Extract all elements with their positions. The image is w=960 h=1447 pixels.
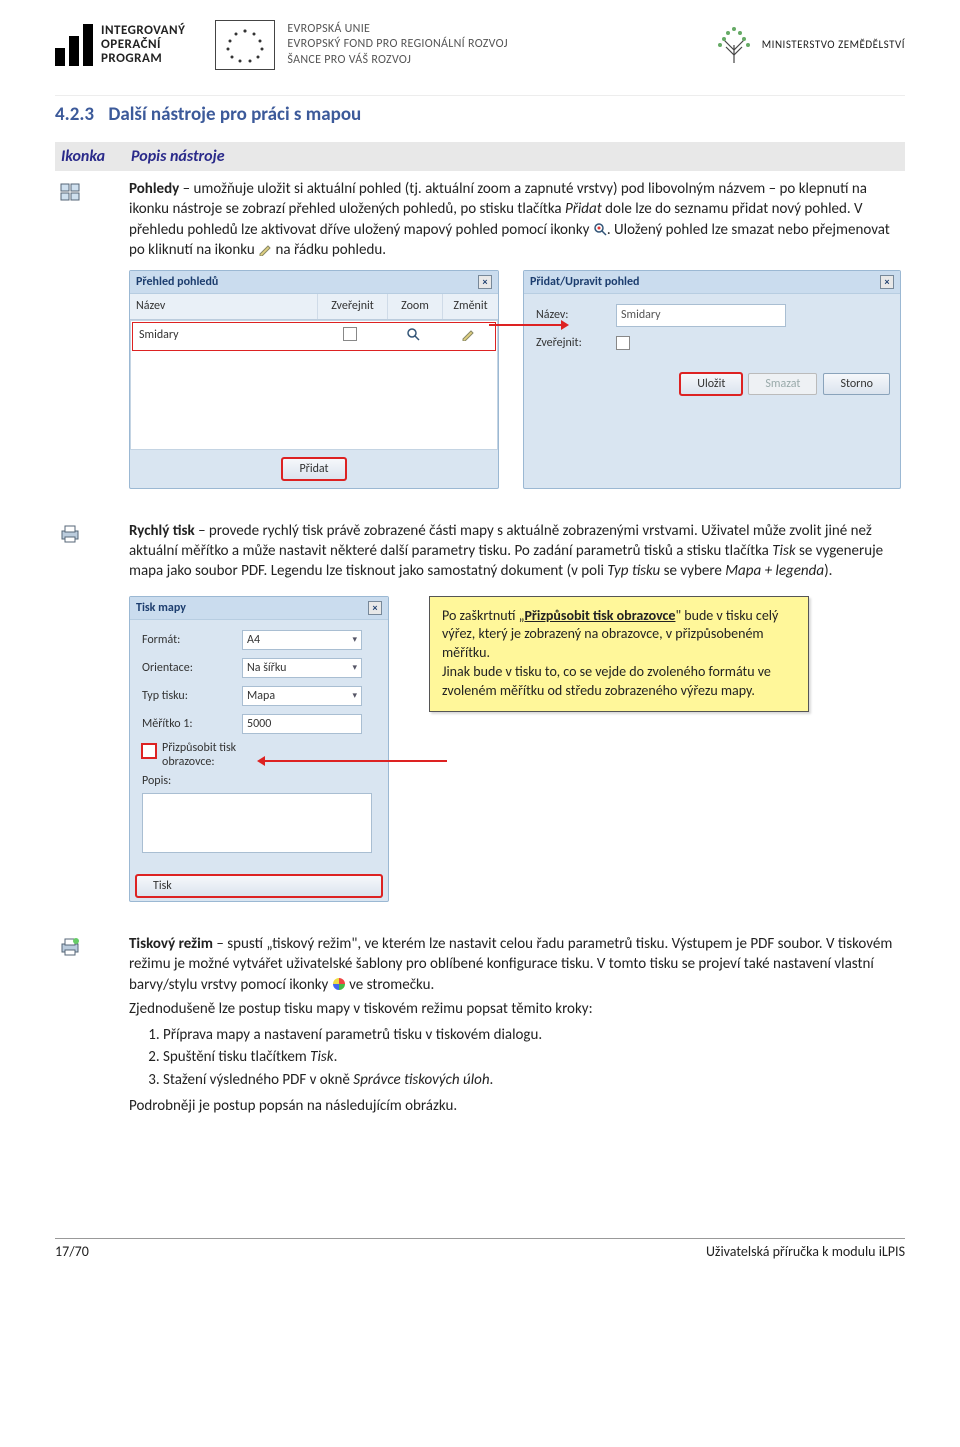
pencil-icon [258, 242, 272, 256]
pohled-row[interactable]: Smidary [132, 322, 496, 351]
ulozit-button[interactable]: Uložit [680, 373, 742, 395]
lbl-orient: Orientace: [142, 660, 242, 676]
smazat-button[interactable]: Smazat [748, 373, 817, 395]
lbl-popis: Popis: [142, 773, 376, 789]
p1-title: Přehled pohledů [136, 274, 218, 290]
format-select[interactable]: A4▾ [242, 630, 362, 650]
magnifier-icon [593, 222, 607, 236]
step-3: Stažení výsledného PDF v okně Správce ti… [163, 1070, 901, 1090]
close-icon[interactable]: × [478, 275, 492, 289]
chevron-down-icon: ▾ [352, 690, 357, 702]
quick-print-icon [59, 523, 81, 545]
page-footer: 17/70 Uživatelská příručka k modulu iLPI… [55, 1238, 905, 1262]
lbl-scale: Měřítko 1: [142, 716, 242, 732]
tool1-text: Pohledy – umožňuje uložit si aktuální po… [129, 179, 901, 260]
section-title: Další nástroje pro práci s mapou [108, 103, 361, 126]
panel-pridat-upravit: Přidat/Upravit pohled × Název: Smidary Z… [523, 270, 901, 489]
tools-table: Ikonka Popis nástroje Pohledy – umožňuje… [55, 142, 905, 1119]
fit-checkbox[interactable] [142, 744, 156, 758]
panel-tisk-mapy: Tisk mapy × Formát: A4▾ Orientace: Na ší… [129, 596, 389, 903]
panel-prehled-pohledu: Přehled pohledů × Název Zveřejnit Zoom Z… [129, 270, 499, 489]
zoom-icon[interactable] [406, 327, 420, 341]
callout-box: Po zaškrtnutí „Přizpůsobit tisk obrazovc… [429, 596, 809, 712]
eu-line1: EVROPSKÁ UNIE [287, 22, 507, 38]
tool-row-pohledy: Pohledy – umožňuje uložit si aktuální po… [55, 171, 905, 491]
tool2-text: Rychlý tisk – provede rychlý tisk právě … [129, 521, 901, 582]
p3-title: Tisk mapy [136, 600, 186, 616]
print-dialog-row: Tisk mapy × Formát: A4▾ Orientace: Na ší… [129, 596, 901, 903]
tool2-title: Rychlý tisk [129, 522, 195, 540]
eu-line2: EVROPSKÝ FOND PRO REGIONÁLNÍ ROZVOJ [287, 37, 507, 53]
checkbox-icon[interactable] [343, 327, 357, 341]
step-2: Spuštění tisku tlačítkem Tisk. [163, 1047, 901, 1067]
chevron-down-icon: ▾ [352, 662, 357, 674]
col-desc-header: Popis nástroje [131, 146, 899, 168]
tool-row-rychly-tisk: Rychlý tisk – provede rychlý tisk právě … [55, 513, 905, 904]
section-heading: 4.2.3 Další nástroje pro práci s mapou [55, 102, 905, 128]
footer-title: Uživatelská příručka k modulu iLPIS [706, 1243, 905, 1262]
p2-title: Přidat/Upravit pohled [530, 274, 639, 290]
tool3-text: Tiskový režim – spustí „tiskový režim", … [129, 934, 901, 995]
views-icon [59, 181, 81, 203]
lbl-fit: Přizpůsobit tisk obrazovce: [162, 742, 252, 768]
orient-select[interactable]: Na šířku▾ [242, 658, 362, 678]
tisk-button[interactable]: Tisk [136, 875, 382, 897]
minist-label: MINISTERSTVO ZEMĚDĚLSTVÍ [762, 38, 905, 53]
tool-row-tiskovy-rezim: Tiskový režim – spustí „tiskový režim", … [55, 926, 905, 1118]
header-logos: INTEGROVANÝ OPERAČNÍ PROGRAM EVROPSKÁ UN… [55, 20, 905, 70]
steps-intro: Zjednodušeně lze postup tisku mapy v tis… [129, 999, 901, 1019]
scale-input[interactable]: 5000 [242, 714, 362, 734]
eu-flag-icon [215, 20, 275, 70]
iop-bars-icon [55, 24, 93, 66]
typ-select[interactable]: Mapa▾ [242, 686, 362, 706]
steps-list: Příprava mapy a nastavení parametrů tisk… [163, 1025, 901, 1090]
print-mode-icon [59, 936, 81, 958]
step-1: Příprava mapy a nastavení parametrů tisk… [163, 1025, 901, 1045]
storno-button[interactable]: Storno [823, 373, 890, 395]
popis-textarea[interactable] [142, 793, 372, 853]
section-number: 4.2.3 [55, 103, 94, 126]
lbl-format: Formát: [142, 632, 242, 648]
ministerstvo-logo: MINISTERSTVO ZEMĚDĚLSTVÍ [714, 25, 905, 65]
iop-line1: INTEGROVANÝ [101, 24, 185, 38]
lbl-zverejnit: Zveřejnit: [536, 335, 616, 351]
zverejnit-checkbox[interactable] [616, 336, 630, 350]
p1-columns: Název Zveřejnit Zoom Změnit [130, 294, 498, 319]
tool3-title: Tiskový režim [129, 935, 213, 953]
steps-outro: Podrobněji je postup popsán na následují… [129, 1096, 901, 1116]
tree-icon [714, 25, 754, 65]
lbl-nazev: Název: [536, 307, 616, 323]
tool1-title: Pohledy [129, 180, 179, 198]
pridat-button[interactable]: Přidat [282, 458, 345, 480]
col-icon-header: Ikonka [61, 146, 131, 168]
nazev-input[interactable]: Smidary [616, 304, 786, 326]
iop-line2: OPERAČNÍ [101, 38, 185, 52]
header-divider [55, 95, 905, 96]
tools-table-head: Ikonka Popis nástroje [55, 142, 905, 172]
color-wheel-icon [332, 977, 346, 991]
iop-line3: PROGRAM [101, 52, 185, 66]
close-icon[interactable]: × [368, 601, 382, 615]
page-number: 17/70 [55, 1243, 89, 1262]
close-icon[interactable]: × [880, 275, 894, 289]
chevron-down-icon: ▾ [352, 634, 357, 646]
edit-pencil-icon[interactable] [461, 327, 475, 341]
iop-logo: INTEGROVANÝ OPERAČNÍ PROGRAM [55, 24, 185, 67]
eu-logo: EVROPSKÁ UNIE EVROPSKÝ FOND PRO REGIONÁL… [215, 20, 507, 70]
views-panels: Přehled pohledů × Název Zveřejnit Zoom Z… [129, 270, 901, 489]
lbl-typ: Typ tisku: [142, 688, 242, 704]
eu-line3: ŠANCE PRO VÁŠ ROZVOJ [287, 53, 507, 69]
